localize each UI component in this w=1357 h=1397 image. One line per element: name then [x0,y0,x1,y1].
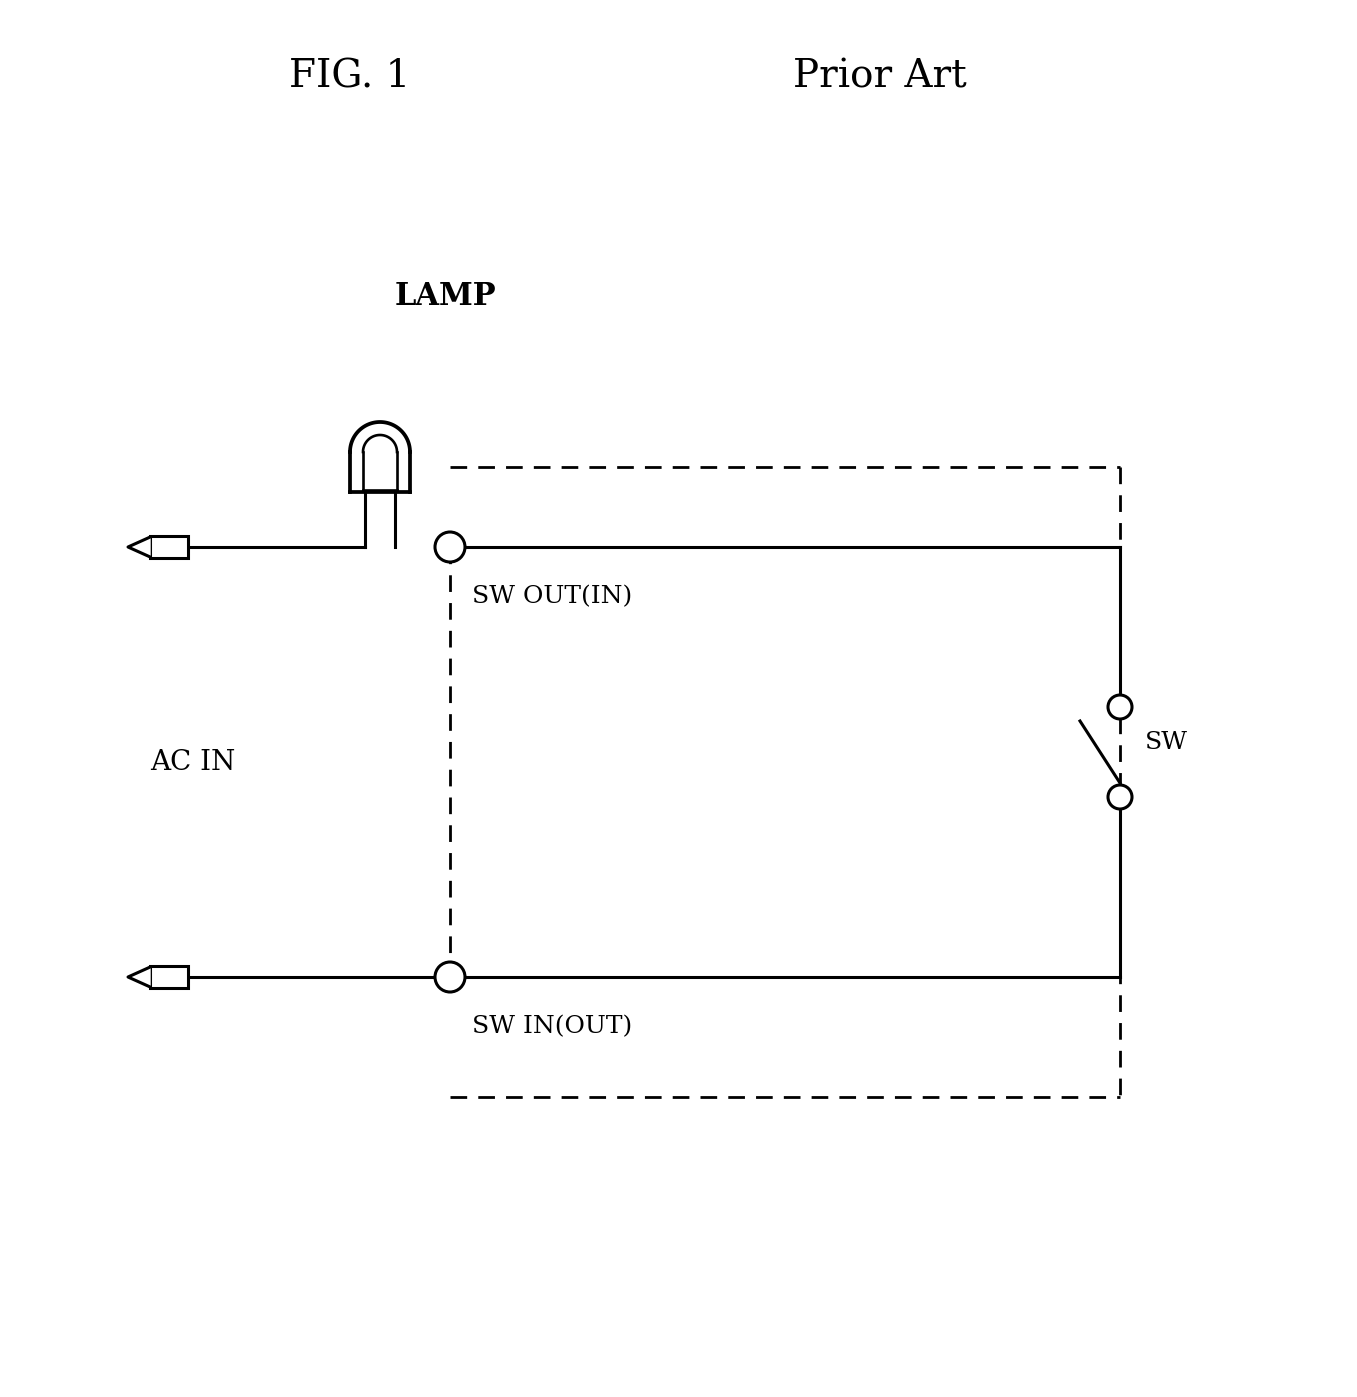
Text: FIG. 1: FIG. 1 [289,59,411,95]
Circle shape [1109,694,1132,719]
Text: SW OUT(IN): SW OUT(IN) [472,585,632,609]
Text: AC IN: AC IN [151,749,235,775]
Text: SW: SW [1145,731,1187,753]
Text: Prior Art: Prior Art [792,59,968,95]
Text: LAMP: LAMP [395,281,497,312]
Circle shape [436,963,465,992]
Text: SW IN(OUT): SW IN(OUT) [472,1016,632,1038]
Polygon shape [128,967,151,986]
FancyBboxPatch shape [151,536,189,557]
Circle shape [1109,785,1132,809]
FancyBboxPatch shape [151,965,189,988]
Polygon shape [128,536,151,557]
Circle shape [436,532,465,562]
